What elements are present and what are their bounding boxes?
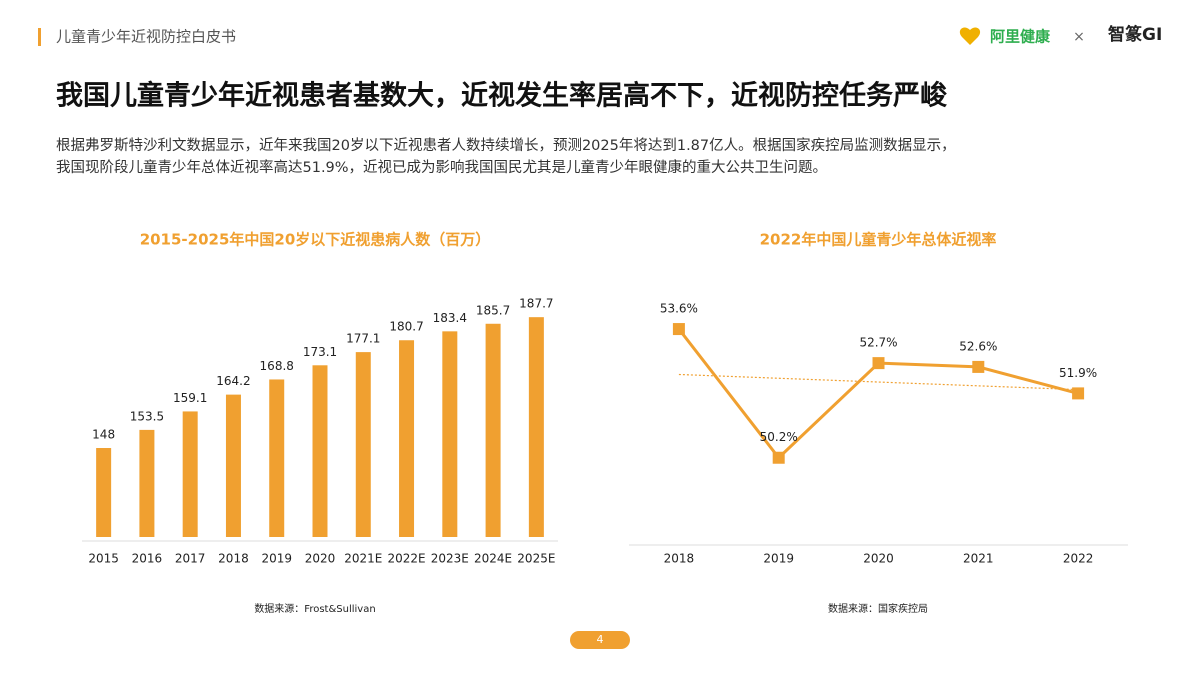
trend-line	[678, 373, 1079, 391]
bar	[269, 379, 285, 537]
x-tick-label: 2023E	[431, 552, 469, 566]
point	[872, 357, 885, 370]
bar	[312, 365, 328, 537]
logo-right: 智篆GI	[1108, 24, 1162, 45]
chart-title: 2022年中国儿童青少年总体近视率	[760, 231, 997, 249]
page-pill	[570, 631, 630, 649]
value-label: 173.1	[303, 345, 337, 359]
report-title: 儿童青少年近视防控白皮书	[56, 28, 236, 46]
x-tick-label: 2025E	[517, 552, 555, 566]
value-label: 53.6%	[660, 302, 698, 316]
point	[772, 451, 785, 464]
value-label: 51.9%	[1059, 366, 1097, 380]
point	[1072, 387, 1085, 400]
value-label: 185.7	[476, 303, 510, 317]
value-label: 164.2	[216, 374, 250, 388]
value-label: 187.7	[519, 297, 553, 311]
x-tick-label: 2018	[218, 552, 249, 566]
x-tick-label: 2022	[1063, 552, 1094, 566]
chart-title: 2015-2025年中国20岁以下近视患病人数（百万）	[140, 231, 491, 249]
bar	[225, 394, 241, 537]
x-tick-label: 2016	[132, 552, 163, 566]
value-label: 148	[92, 428, 115, 442]
x-tick-label: 2021	[963, 552, 994, 566]
x-tick-label: 2017	[175, 552, 206, 566]
x-tick-label: 2022E	[387, 552, 425, 566]
source: 数据来源：Frost&Sullivan	[254, 602, 375, 615]
value-label: 153.5	[130, 409, 164, 423]
value-label: 50.2%	[760, 430, 798, 444]
x-tick-label: 2021E	[344, 552, 382, 566]
x-tick-label: 2024E	[474, 552, 512, 566]
bar	[96, 448, 112, 537]
separator: ×	[1073, 29, 1085, 45]
bar	[528, 317, 544, 537]
header-bar	[38, 28, 41, 46]
value-label: 52.7%	[859, 336, 897, 350]
source: 数据来源：国家疾控局	[828, 602, 928, 615]
value-label: 183.4	[433, 311, 467, 325]
logo-icon	[959, 27, 981, 45]
bar	[485, 323, 501, 537]
page-title: 我国儿童青少年近视患者基数大，近视发生率居高不下，近视防控任务严峻	[56, 80, 947, 112]
bar	[442, 331, 458, 537]
bar	[182, 411, 198, 537]
point	[972, 360, 985, 373]
x-tick-label: 2020	[305, 552, 336, 566]
body-text: 我国现阶段儿童青少年总体近视率高达51.9%，近视已成为影响我国国民尤其是儿童青…	[56, 158, 827, 176]
x-tick-label: 2018	[664, 552, 695, 566]
bar	[399, 340, 415, 537]
bar	[139, 429, 155, 537]
value-label: 168.8	[260, 359, 294, 373]
value-label: 159.1	[173, 391, 207, 405]
x-tick-label: 2019	[763, 552, 794, 566]
page-number: 4	[597, 633, 604, 646]
logo-left: 阿里健康	[990, 28, 1051, 46]
x-tick-label: 2020	[863, 552, 894, 566]
value-label: 52.6%	[959, 339, 997, 353]
value-label: 177.1	[346, 332, 380, 346]
bar	[355, 352, 371, 537]
x-tick-label: 2019	[261, 552, 292, 566]
body-text: 根据弗罗斯特沙利文数据显示，近年来我国20岁以下近视患者人数持续增长，预测202…	[56, 137, 956, 154]
point	[672, 323, 685, 336]
x-tick-label: 2015	[88, 552, 119, 566]
value-label: 180.7	[389, 320, 423, 334]
